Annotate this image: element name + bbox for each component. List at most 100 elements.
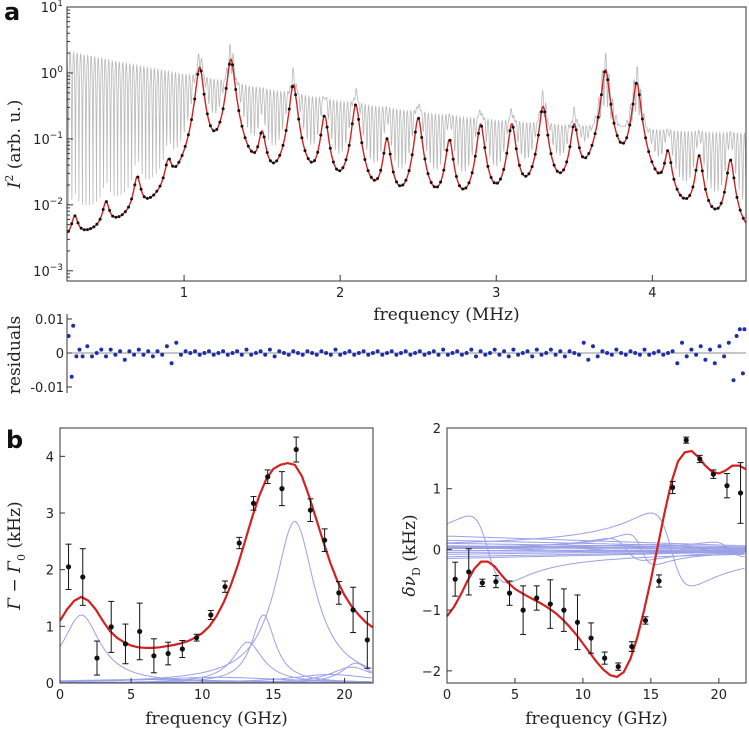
x-tick-label: 5 [511, 688, 519, 703]
residual-point [642, 347, 647, 352]
data-point [256, 145, 260, 149]
data-point [382, 151, 386, 155]
data-point [165, 650, 171, 657]
y-tick-exponent: −2 [50, 197, 63, 207]
data-point [133, 183, 137, 187]
data-point [80, 574, 86, 580]
data-point [222, 584, 228, 590]
residual-point [656, 349, 661, 354]
data-point [155, 189, 159, 193]
data-point [193, 97, 197, 101]
data-point [65, 564, 72, 570]
x-tick-label: 15 [643, 688, 660, 703]
y-tick-base: 10 [41, 67, 58, 82]
residual-point [492, 347, 497, 352]
data-point [215, 127, 219, 131]
data-point [549, 152, 553, 156]
data-point [130, 197, 134, 201]
residual-point [272, 354, 277, 359]
x-axis-label: frequency (GHz) [145, 709, 287, 729]
data-point [547, 601, 553, 607]
y-tick-base: 10 [41, 1, 58, 16]
data-point [555, 169, 559, 173]
residual-point [450, 351, 455, 355]
data-point [466, 569, 472, 575]
x-tick-label: 20 [336, 688, 353, 703]
data-point [89, 227, 93, 231]
residual-point [380, 352, 385, 357]
residual-point [553, 352, 558, 357]
data-point [562, 168, 566, 172]
data-point [707, 199, 711, 202]
residual-point [178, 352, 183, 357]
residual-point [207, 349, 211, 354]
x-tick-label: 5 [127, 688, 135, 703]
residual-point [675, 361, 680, 366]
data-point [536, 133, 540, 137]
data-point [401, 183, 405, 187]
data-point [127, 205, 130, 209]
residual-point [85, 344, 90, 349]
residual-point [132, 352, 137, 357]
residual-point [104, 354, 108, 359]
data-point [543, 110, 547, 114]
residual-point [680, 340, 684, 345]
y-tick-label: −2 [422, 665, 441, 680]
data-point [297, 117, 301, 121]
data-point [108, 208, 112, 212]
residual-point [726, 340, 731, 345]
residual-point [544, 351, 549, 355]
data-point [151, 653, 157, 659]
data-point [278, 153, 282, 157]
data-point [363, 158, 367, 161]
x-tick-label: 4 [648, 286, 656, 301]
data-point [152, 193, 156, 197]
fit-line [446, 449, 747, 679]
data-point [683, 437, 689, 443]
y-label-superscript: 2 [3, 175, 16, 182]
residual-point [422, 352, 427, 357]
residual-point [731, 378, 736, 383]
residual-point [734, 334, 739, 338]
data-point [164, 163, 168, 167]
data-point [322, 537, 328, 543]
residual-point [670, 349, 675, 354]
data-point [584, 156, 588, 160]
data-point [666, 149, 670, 153]
data-point [122, 641, 129, 647]
data-point [521, 172, 525, 176]
data-point [726, 171, 729, 175]
data-point [186, 133, 190, 137]
data-point [738, 208, 742, 212]
component-line [446, 515, 745, 584]
data-point [193, 635, 200, 641]
y-tick-label: 100 [41, 65, 64, 82]
residual-point [483, 352, 488, 357]
residual-point [338, 352, 343, 357]
y-tick-base: 10 [33, 199, 50, 214]
data-point [364, 637, 370, 643]
residual-point [74, 354, 79, 359]
data-point [618, 140, 622, 144]
residual-point [441, 347, 446, 352]
data-point [451, 157, 455, 161]
residual-point [431, 349, 436, 354]
data-point [737, 490, 744, 496]
residual-point [69, 374, 74, 379]
panel-label-a: a [4, 0, 20, 26]
data-point [552, 163, 556, 167]
residual-point [71, 323, 76, 328]
data-point [688, 194, 692, 197]
residual-point [712, 361, 717, 366]
residual-point [740, 371, 745, 376]
data-point [287, 107, 291, 111]
data-point [669, 161, 673, 165]
data-point [79, 226, 83, 230]
y-tick-label: 2 [433, 422, 441, 437]
shift-frame [446, 427, 747, 684]
y-label-subscript: D [410, 567, 423, 576]
data-point [388, 152, 392, 156]
data-point [168, 157, 171, 161]
residual-point [385, 351, 389, 355]
